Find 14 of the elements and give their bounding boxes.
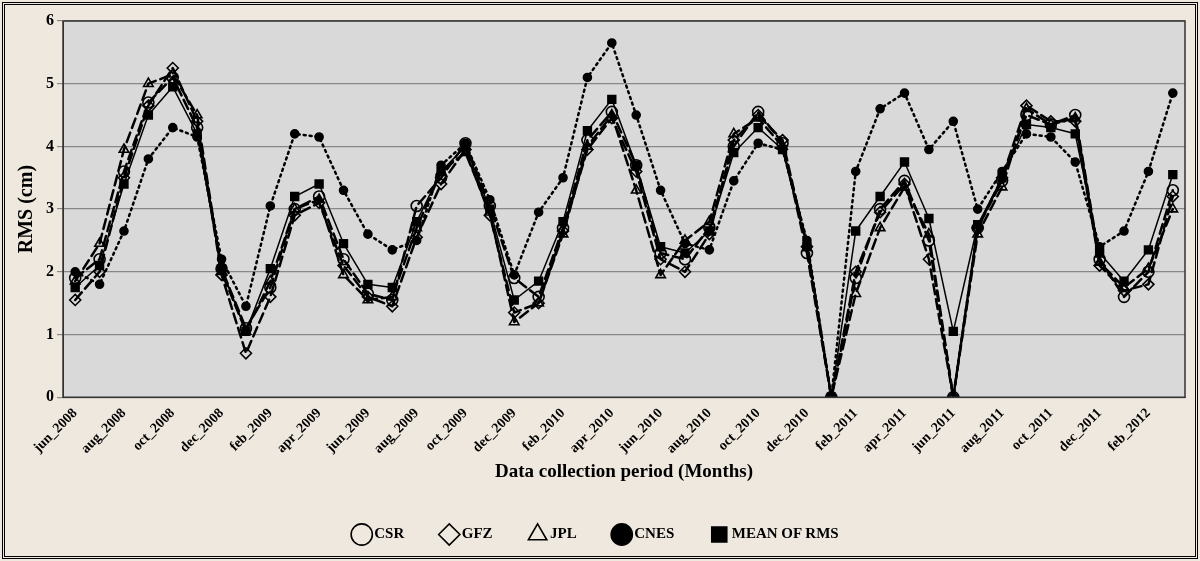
y-tick-label: 1 <box>46 324 54 342</box>
y-tick-label: 6 <box>46 11 54 29</box>
legend-label: GFZ <box>461 525 493 542</box>
y-axis-title: RMS (cm) <box>14 164 38 254</box>
legend-label: CNES <box>634 525 675 542</box>
y-tick-label: 3 <box>46 199 54 217</box>
y-tick-label: 5 <box>46 73 54 91</box>
y-tick-label: 2 <box>46 261 54 279</box>
y-tick-label: 0 <box>46 387 54 405</box>
x-axis-title: Data collection period (Months) <box>494 459 754 482</box>
y-tick-label: 4 <box>46 136 54 154</box>
legend-label: CSR <box>374 525 405 542</box>
legend-label: MEAN OF RMS <box>731 525 839 542</box>
legend-label: JPL <box>550 525 577 542</box>
